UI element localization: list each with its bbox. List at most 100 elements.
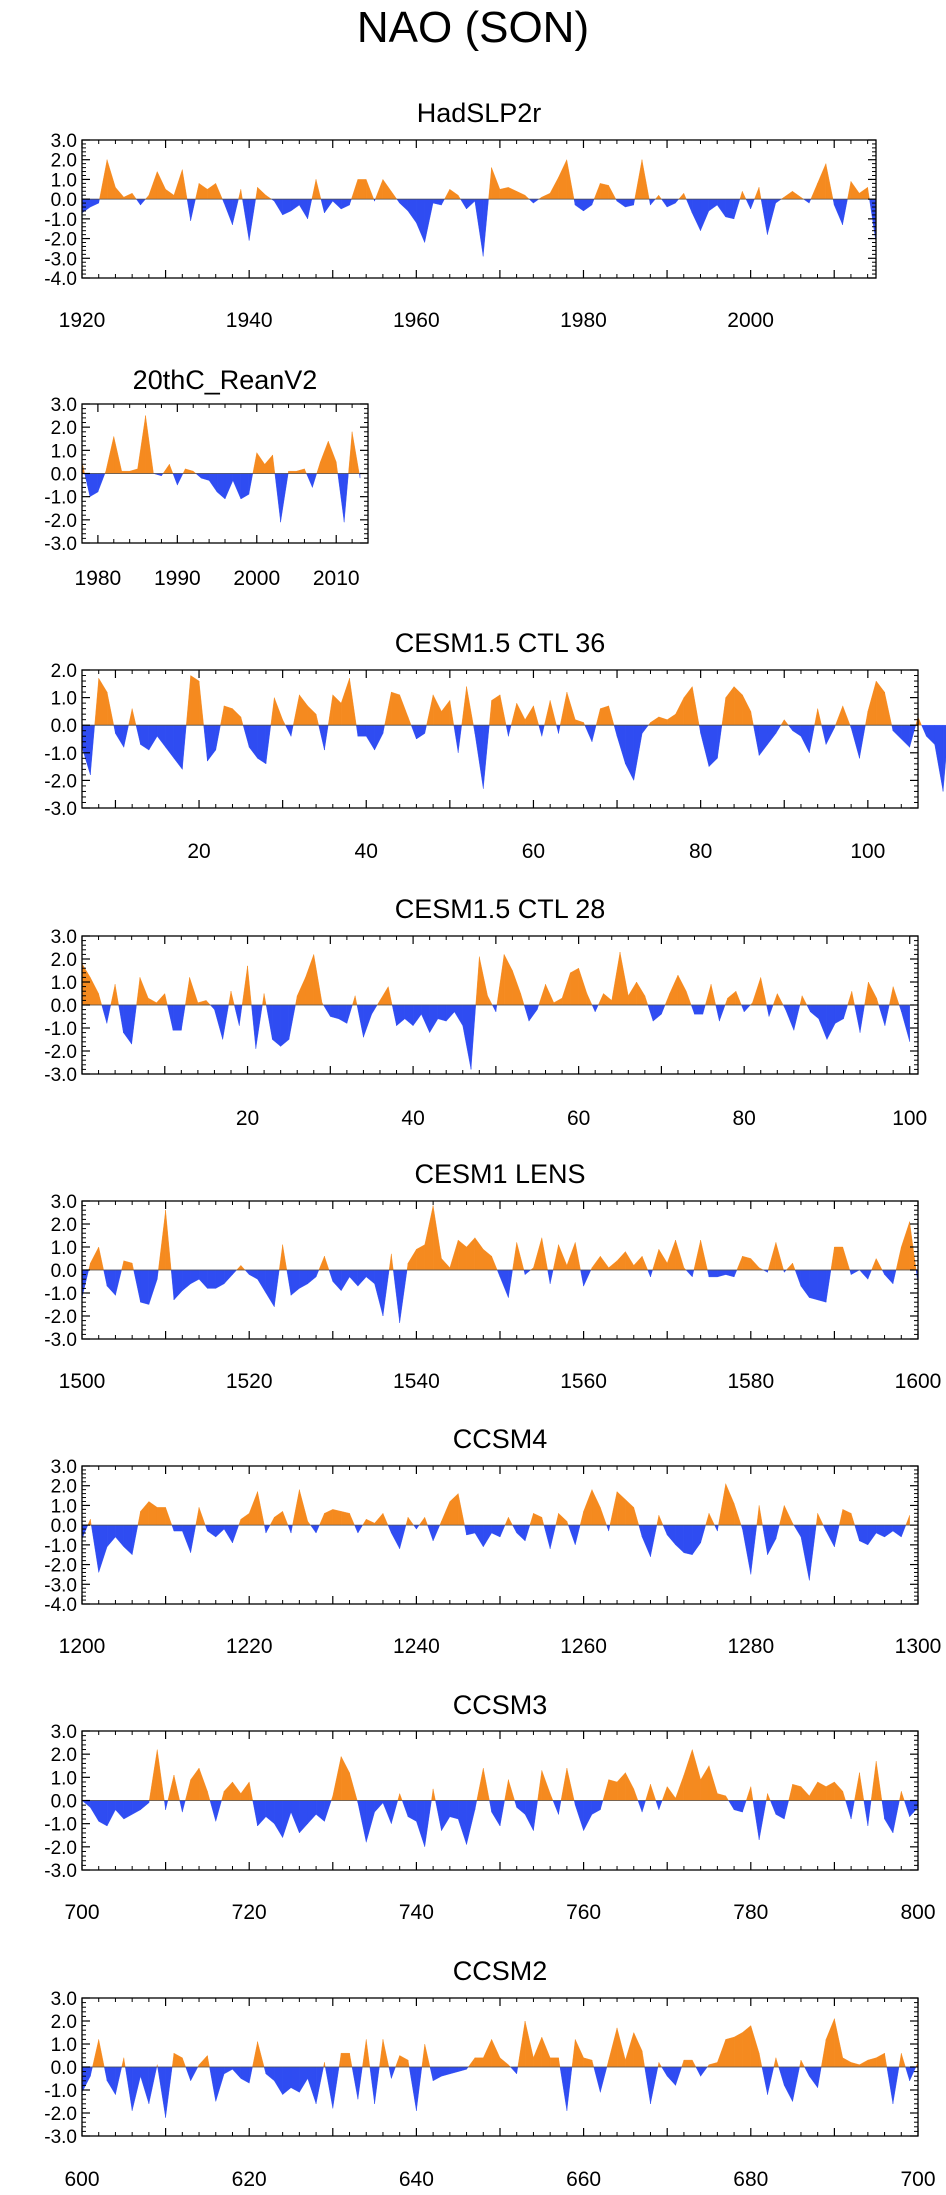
data-area-segment: [616, 198, 626, 208]
data-area-segment: [363, 1004, 372, 1038]
data-area-segment: [892, 986, 900, 1006]
data-area-segment: [750, 1257, 760, 1271]
data-area-segment: [412, 1004, 422, 1027]
data-area-segment: [708, 2062, 718, 2068]
data-area-segment: [821, 725, 827, 745]
data-area-segment: [232, 1524, 240, 1543]
data-area-segment: [391, 1800, 399, 1824]
data-area-segment: [641, 2050, 645, 2068]
data-area-segment: [220, 705, 225, 726]
data-area-segment: [583, 1269, 592, 1287]
data-area-segment: [817, 1269, 827, 1303]
data-area-segment: [886, 2066, 894, 2104]
y-tick-label: -4.0: [44, 269, 77, 290]
data-area-segment: [784, 1800, 789, 1820]
data-area-segment: [553, 997, 563, 1006]
data-area-segment: [638, 1524, 643, 1538]
data-area-segment: [859, 2059, 869, 2068]
data-area-segment: [892, 1269, 897, 1284]
y-tick-label: -2.0: [44, 511, 77, 532]
data-area-segment: [516, 1800, 526, 1815]
data-area-segment: [667, 1240, 676, 1271]
data-area-segment: [788, 725, 793, 732]
data-area-segment: [315, 179, 322, 200]
data-area-segment: [449, 1493, 459, 1526]
data-area-segment: [538, 984, 546, 1006]
data-area-segment: [524, 705, 534, 726]
data-area-segment: [256, 452, 265, 474]
data-area-segment: [315, 1800, 325, 1822]
data-area-segment: [307, 198, 313, 219]
data-area-segment: [656, 1515, 660, 1526]
data-area-segment: [297, 977, 306, 1006]
data-area-segment: [482, 198, 489, 257]
panel-title: CESM1 LENS: [414, 1159, 585, 1189]
data-area-segment: [725, 1483, 735, 1526]
data-area-segment: [895, 1246, 902, 1271]
y-tick-label: 3.0: [51, 131, 77, 152]
data-area-segment: [252, 1800, 258, 1827]
data-area-segment: [544, 700, 551, 726]
data-area-segment: [338, 1004, 348, 1024]
data-area-segment: [424, 198, 434, 243]
data-area-segment: [742, 1800, 747, 1813]
data-area-segment: [337, 473, 345, 523]
data-area-segment: [575, 1524, 581, 1545]
data-area-segment: [909, 2066, 917, 2081]
data-area-segment: [685, 198, 693, 214]
data-area-segment: [282, 1511, 289, 1526]
y-tick-label: -1.0: [44, 1815, 77, 1836]
data-area-segment: [224, 473, 234, 500]
data-area-segment: [240, 1512, 250, 1526]
data-area-segment: [336, 461, 338, 474]
data-area-segment: [432, 198, 442, 206]
data-area-segment: [157, 1269, 159, 1280]
data-area-segment: [508, 1779, 515, 1801]
data-area-segment: [489, 700, 492, 726]
data-area-segment: [559, 692, 568, 726]
data-area-segment: [248, 725, 258, 759]
data-area-segment: [483, 1524, 492, 1548]
data-area-segment: [221, 1791, 225, 1801]
data-area-segment: [608, 1260, 618, 1271]
data-area-segment: [708, 1513, 715, 1526]
data-area-segment: [892, 1800, 900, 1833]
y-tick-label: 3.0: [51, 1989, 77, 2010]
data-area-segment: [290, 1800, 300, 1834]
data-area-segment: [552, 1244, 559, 1271]
data-area-segment: [741, 1004, 745, 1012]
data-area-segment: [470, 1004, 476, 1070]
data-area-segment: [854, 1524, 860, 1541]
data-area-segment: [743, 1004, 751, 1013]
data-area-segment: [728, 1800, 735, 1811]
data-area-segment: [106, 1004, 111, 1024]
data-area-segment: [784, 1505, 793, 1526]
data-area-segment: [625, 2032, 634, 2068]
data-area-segment: [608, 705, 615, 726]
data-area-segment: [441, 1257, 451, 1271]
data-area-segment: [652, 1249, 660, 1271]
data-area-segment: [783, 190, 793, 200]
data-area-segment: [700, 1240, 708, 1271]
data-area-segment: [884, 1004, 890, 1026]
data-area-segment: [633, 1255, 643, 1271]
data-area-segment: [391, 691, 400, 726]
data-area-segment: [733, 1503, 742, 1526]
data-area-segment: [209, 2066, 216, 2102]
data-area-segment: [121, 1260, 125, 1271]
data-area-segment: [761, 2066, 768, 2095]
data-area-segment: [90, 1246, 99, 1271]
data-area-segment: [750, 711, 754, 726]
data-area-segment: [698, 725, 701, 734]
x-tick-label: 1300: [895, 1635, 942, 1658]
data-area-segment: [850, 2062, 860, 2068]
data-area-segment: [441, 2066, 451, 2077]
data-area-segment: [145, 415, 154, 474]
data-area-segment: [792, 190, 801, 200]
data-area-segment: [491, 1004, 497, 1012]
data-area-segment: [533, 1800, 538, 1831]
data-area-segment: [255, 1004, 263, 1049]
data-area-segment: [718, 1483, 726, 1526]
data-area-segment: [128, 708, 133, 726]
data-area-segment: [863, 1800, 869, 1827]
